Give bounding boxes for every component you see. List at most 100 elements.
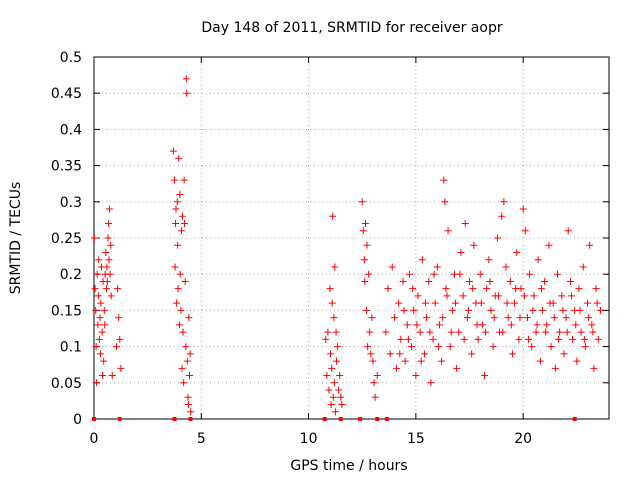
data-point: [473, 321, 481, 329]
data-point: [434, 343, 442, 351]
data-point: [330, 379, 338, 387]
data-point: [487, 306, 495, 314]
data-point: [515, 335, 523, 343]
data-point: [529, 306, 537, 314]
data-point: [104, 234, 112, 242]
x-axis-label: GPS time / hours: [290, 458, 407, 474]
data-point: [564, 227, 572, 235]
data-point: [441, 198, 449, 206]
data-point: [452, 299, 460, 307]
chart-title: Day 148 of 2011, SRMTID for receiver aop…: [201, 20, 502, 36]
data-point: [113, 343, 121, 351]
data-point: [455, 328, 463, 336]
data-point: [460, 335, 468, 343]
data-point: [538, 306, 546, 314]
data-point: [103, 277, 111, 285]
data-point: [545, 241, 553, 249]
data-point: [328, 364, 336, 372]
zero-marker: [172, 417, 177, 421]
data-point: [181, 277, 189, 285]
x-tick-label: 10: [300, 431, 318, 447]
data-point: [511, 299, 519, 307]
data-point: [96, 314, 104, 322]
data-point: [403, 321, 411, 329]
data-point: [358, 198, 366, 206]
data-point: [174, 241, 182, 249]
data-point: [483, 285, 491, 293]
data-point: [560, 350, 568, 358]
data-point: [386, 350, 394, 358]
data-point: [525, 335, 533, 343]
data-point: [594, 335, 602, 343]
data-point: [405, 270, 413, 278]
data-point: [92, 306, 100, 314]
y-tick-label: 0.35: [51, 159, 82, 175]
data-point: [169, 147, 177, 155]
data-point: [105, 205, 113, 213]
data-point: [326, 350, 334, 358]
data-point: [360, 256, 368, 264]
data-point: [181, 220, 189, 228]
data-point: [185, 314, 193, 322]
data-point: [551, 364, 559, 372]
x-tick-label: 0: [90, 431, 99, 447]
data-point: [366, 328, 374, 336]
data-point: [463, 314, 471, 322]
data-point: [474, 335, 482, 343]
data-point: [364, 343, 372, 351]
zero-marker: [375, 417, 380, 421]
data-point: [537, 285, 545, 293]
data-point: [427, 379, 435, 387]
data-point: [585, 314, 593, 322]
data-point: [363, 306, 371, 314]
data-point: [335, 386, 343, 394]
data-point: [490, 314, 498, 322]
data-point: [469, 285, 477, 293]
zero-marker: [322, 417, 327, 421]
data-point: [116, 335, 124, 343]
data-point: [532, 328, 540, 336]
data-point: [382, 328, 390, 336]
data-point: [176, 191, 184, 199]
data-point: [172, 220, 180, 228]
data-point: [186, 350, 194, 358]
data-point: [105, 256, 113, 264]
data-point: [466, 277, 474, 285]
data-point: [107, 292, 115, 300]
data-point: [329, 393, 337, 401]
data-point: [542, 328, 550, 336]
data-point: [431, 299, 439, 307]
data-point: [336, 372, 344, 380]
data-point: [396, 350, 404, 358]
data-point: [558, 292, 566, 300]
data-point: [117, 364, 125, 372]
data-point: [567, 292, 575, 300]
data-point: [100, 357, 108, 365]
data-point: [178, 227, 186, 235]
data-point: [99, 372, 107, 380]
data-point: [98, 328, 106, 336]
data-point: [442, 285, 450, 293]
data-point: [556, 328, 564, 336]
data-point: [400, 306, 408, 314]
data-point: [592, 285, 600, 293]
y-axis-label: SRMTID / TECUs: [8, 182, 24, 295]
data-point: [516, 314, 524, 322]
data-point: [180, 379, 188, 387]
data-point: [390, 314, 398, 322]
data-point: [102, 248, 110, 256]
data-point: [325, 386, 333, 394]
data-point: [464, 306, 472, 314]
data-point: [105, 220, 113, 228]
data-point: [399, 277, 407, 285]
data-point: [96, 350, 104, 358]
x-tick-label: 5: [197, 431, 206, 447]
data-point: [508, 350, 516, 358]
data-point: [107, 241, 115, 249]
data-point: [178, 212, 186, 220]
x-tick-label: 15: [407, 431, 425, 447]
data-point: [486, 277, 494, 285]
data-point: [409, 285, 417, 293]
data-point: [95, 256, 103, 264]
data-point: [575, 285, 583, 293]
